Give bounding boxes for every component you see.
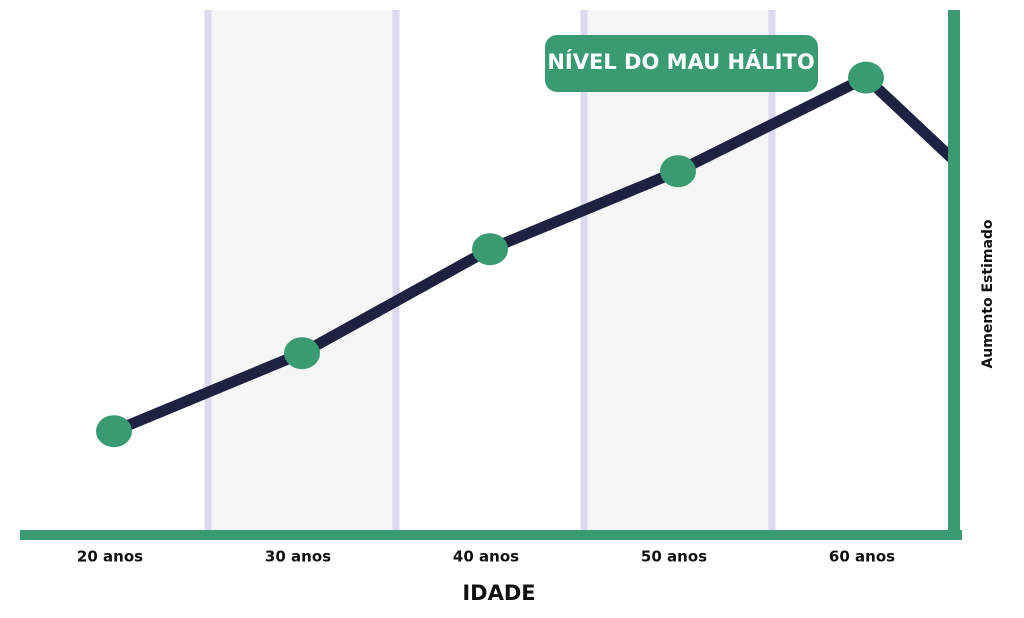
x-axis-label: IDADE	[462, 581, 535, 605]
x-tick-label: 20 anos	[77, 548, 143, 566]
x-tick-label: 50 anos	[641, 548, 707, 566]
y-axis	[948, 10, 960, 540]
x-axis	[20, 530, 962, 540]
x-tick-label: 60 anos	[829, 548, 895, 566]
x-tick-label: 40 anos	[453, 548, 519, 566]
x-tick-label: 30 anos	[265, 548, 331, 566]
labels: 20 anos 30 anos 40 anos 50 anos 60 anos	[20, 10, 962, 566]
point	[472, 233, 508, 266]
chart-title: NÍVEL DO MAU HÁLITO	[547, 49, 814, 74]
plot	[96, 61, 948, 448]
band	[208, 10, 396, 530]
point	[284, 337, 320, 370]
bands	[204, 10, 776, 530]
point	[96, 415, 132, 448]
point	[660, 155, 696, 188]
line	[111, 72, 948, 437]
y-axis-label: Aumento Estimado	[980, 219, 996, 368]
band	[584, 10, 772, 530]
point	[848, 61, 884, 94]
title-badge	[545, 35, 818, 92]
